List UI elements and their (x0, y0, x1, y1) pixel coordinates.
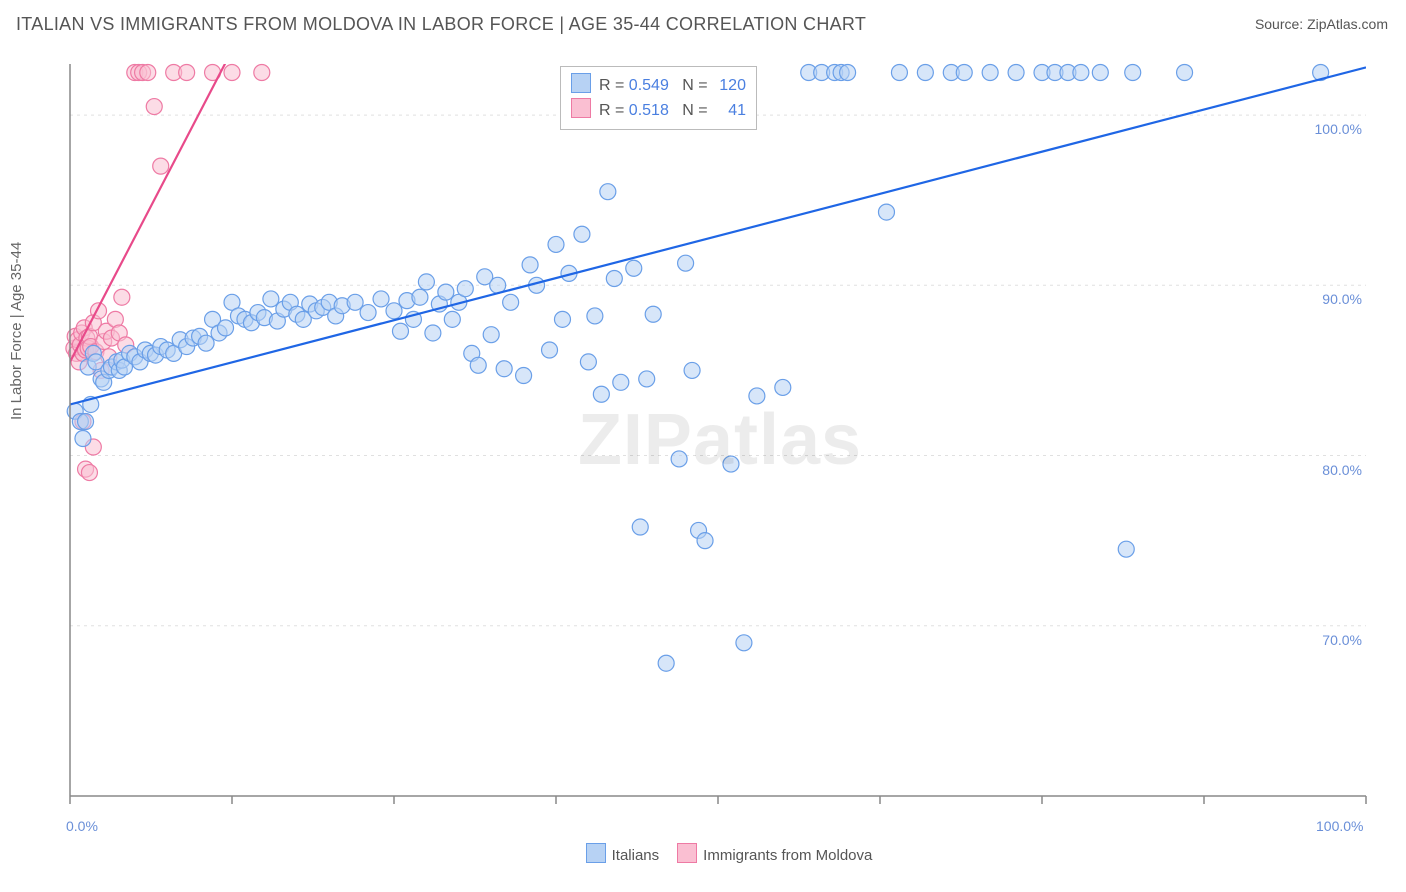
legend-bottom: Italians Immigrants from Moldova (60, 843, 1380, 864)
data-point (81, 465, 97, 481)
stats-row: R = 0.518 N = 41 (571, 98, 746, 123)
data-point (457, 281, 473, 297)
data-point (574, 226, 590, 242)
data-point (198, 335, 214, 351)
data-point (516, 368, 532, 384)
header: ITALIAN VS IMMIGRANTS FROM MOLDOVA IN LA… (0, 0, 1406, 46)
data-point (606, 270, 622, 286)
data-point (522, 257, 538, 273)
data-point (373, 291, 389, 307)
stat-label-n: N = (682, 77, 712, 94)
stat-value-r: 0.549 (629, 77, 669, 94)
data-point (600, 184, 616, 200)
data-point (483, 327, 499, 343)
series-swatch (571, 98, 591, 118)
data-point (412, 289, 428, 305)
data-point (982, 65, 998, 81)
data-point (503, 294, 519, 310)
y-tick-label: 100.0% (1315, 121, 1362, 137)
source-name: ZipAtlas.com (1307, 16, 1388, 32)
stat-label-r: R = (599, 102, 629, 119)
data-point (392, 323, 408, 339)
data-point (1073, 65, 1089, 81)
data-point (891, 65, 907, 81)
legend-label: Italians (612, 847, 660, 864)
chart-area: ZIPatlas R = 0.549 N = 120R = 0.518 N = … (60, 56, 1380, 824)
y-tick-label: 70.0% (1322, 632, 1362, 648)
data-point (425, 325, 441, 341)
source-label: Source: (1255, 16, 1307, 32)
data-point (548, 236, 564, 252)
data-point (775, 379, 791, 395)
data-point (580, 354, 596, 370)
y-tick-label: 90.0% (1322, 291, 1362, 307)
x-tick-label: 0.0% (66, 818, 98, 834)
data-point (496, 361, 512, 377)
data-point (658, 655, 674, 671)
data-point (1125, 65, 1141, 81)
data-point (723, 456, 739, 472)
data-point (671, 451, 687, 467)
legend-swatch (677, 843, 697, 863)
y-axis-label: In Labor Force | Age 35-44 (8, 242, 25, 420)
data-point (587, 308, 603, 324)
data-point (153, 158, 169, 174)
data-point (956, 65, 972, 81)
stat-label-n: N = (682, 102, 712, 119)
data-point (917, 65, 933, 81)
data-point (75, 431, 91, 447)
data-point (254, 65, 270, 81)
data-point (645, 306, 661, 322)
data-point (218, 320, 234, 336)
data-point (593, 386, 609, 402)
data-point (470, 357, 486, 373)
data-point (179, 65, 195, 81)
stat-value-n: 120 (712, 74, 746, 98)
data-point (749, 388, 765, 404)
series-swatch (571, 73, 591, 93)
data-point (224, 65, 240, 81)
data-point (626, 260, 642, 276)
legend-label: Immigrants from Moldova (703, 847, 872, 864)
data-point (444, 311, 460, 327)
data-point (347, 294, 363, 310)
stat-value-n: 41 (712, 99, 746, 123)
data-point (1118, 541, 1134, 557)
data-point (1008, 65, 1024, 81)
data-point (542, 342, 558, 358)
y-tick-label: 80.0% (1322, 462, 1362, 478)
data-point (613, 374, 629, 390)
source-attribution: Source: ZipAtlas.com (1255, 16, 1388, 32)
data-point (1177, 65, 1193, 81)
data-point (1092, 65, 1108, 81)
data-point (146, 99, 162, 115)
data-point (438, 284, 454, 300)
data-point (697, 533, 713, 549)
scatter-chart (60, 56, 1380, 824)
data-point (639, 371, 655, 387)
data-point (140, 65, 156, 81)
data-point (418, 274, 434, 290)
data-point (263, 291, 279, 307)
data-point (114, 289, 130, 305)
data-point (878, 204, 894, 220)
x-tick-label: 100.0% (1316, 818, 1363, 834)
stats-row: R = 0.549 N = 120 (571, 73, 746, 98)
data-point (632, 519, 648, 535)
data-point (678, 255, 694, 271)
data-point (78, 413, 94, 429)
stat-label-r: R = (599, 77, 629, 94)
data-point (360, 305, 376, 321)
stat-value-r: 0.518 (629, 102, 669, 119)
chart-title: ITALIAN VS IMMIGRANTS FROM MOLDOVA IN LA… (16, 14, 866, 35)
data-point (554, 311, 570, 327)
correlation-stats-box: R = 0.549 N = 120R = 0.518 N = 41 (560, 66, 757, 130)
legend-swatch (586, 843, 606, 863)
data-point (840, 65, 856, 81)
data-point (386, 303, 402, 319)
data-point (684, 362, 700, 378)
data-point (736, 635, 752, 651)
